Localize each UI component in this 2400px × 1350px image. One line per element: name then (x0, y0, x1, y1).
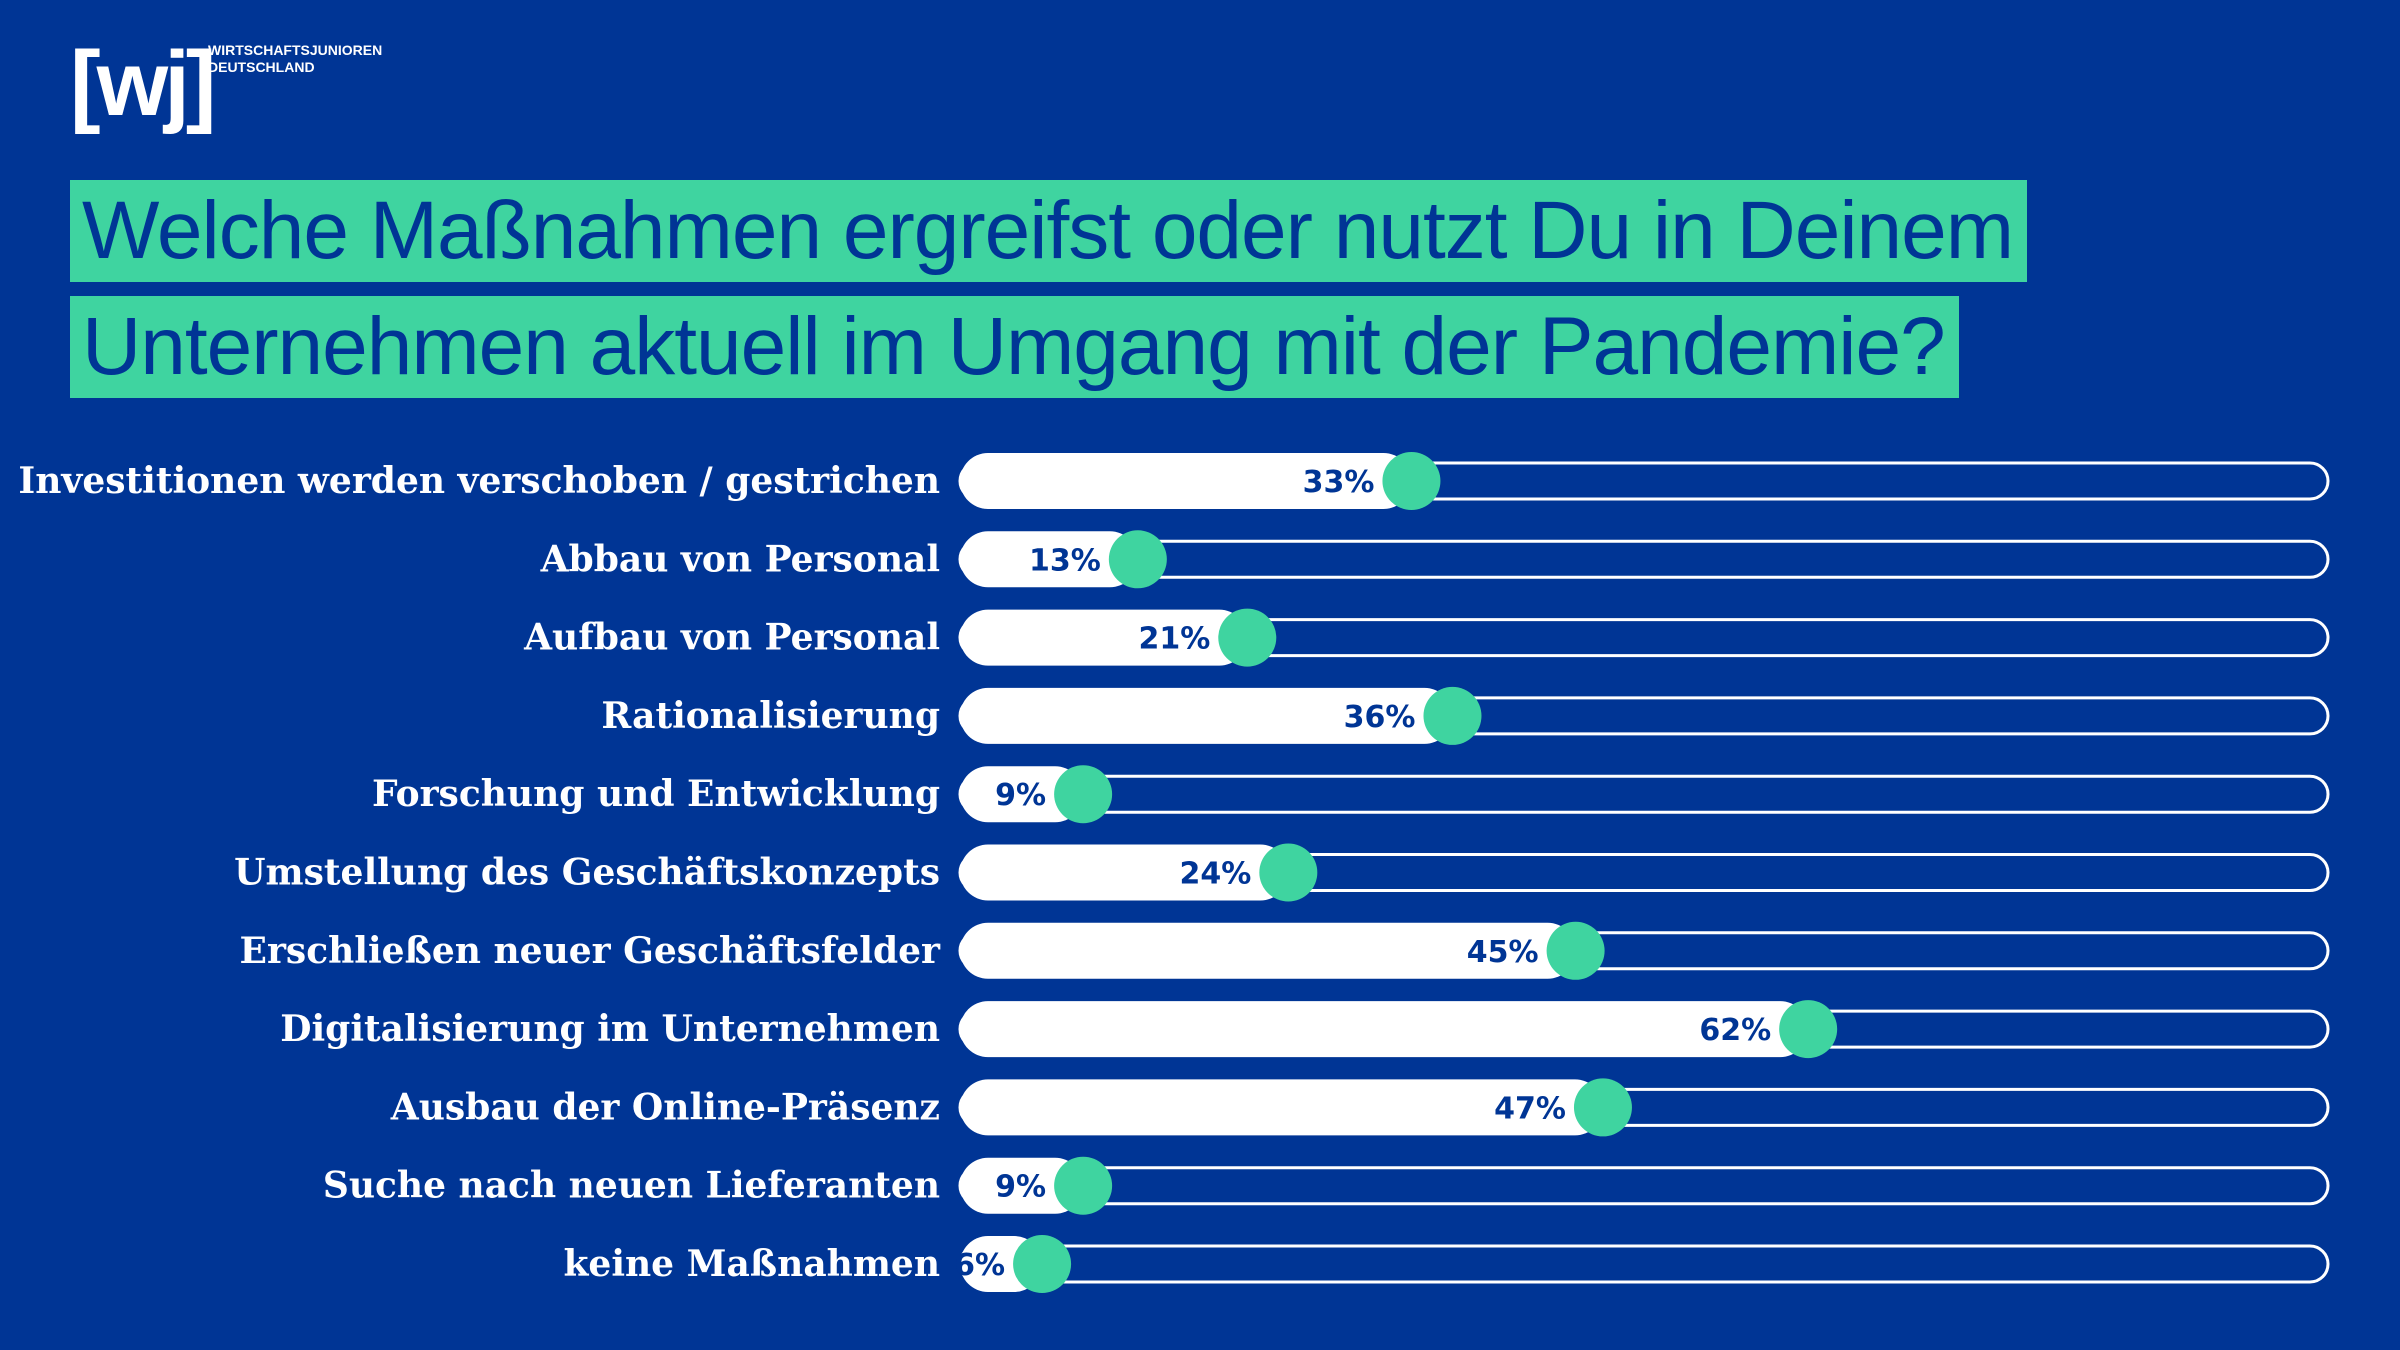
title-line-1: Welche Maßnahmen ergreifst oder nutzt Du… (70, 180, 2028, 282)
category-label: Forschung und Entwicklung (372, 773, 940, 815)
category-label: Investitionen werden verschoben / gestri… (18, 460, 940, 502)
bar-track (958, 774, 2330, 814)
bar-knob (1054, 1156, 1113, 1215)
bar-knob (1423, 686, 1482, 745)
value-label: 45% (1467, 935, 1539, 970)
bar-knob (1546, 921, 1605, 980)
bar-knob (1382, 452, 1441, 510)
page-title: Welche Maßnahmen ergreifst oder nutzt Du… (70, 180, 2028, 412)
wj-logo-mark: [wj] (70, 33, 216, 135)
value-label: 33% (1303, 465, 1375, 500)
bar-knob (1013, 1235, 1072, 1293)
category-label: Ausbau der Online-Präsenz (390, 1086, 940, 1128)
value-label: 24% (1180, 857, 1252, 892)
bar (960, 1157, 1084, 1214)
bar (960, 1079, 1603, 1136)
category-label: Rationalisierung (601, 695, 940, 737)
bar-knob (1573, 1078, 1632, 1137)
title-line-2: Unternehmen aktuell im Umgang mit der Pa… (70, 296, 1959, 398)
logo: [wj] WIRTSCHAFTSJUNIOREN DEUTSCHLAND (70, 38, 382, 130)
bar-knob (1218, 608, 1277, 667)
bar (960, 1001, 1809, 1058)
bar (960, 922, 1576, 979)
value-label: 47% (1494, 1091, 1566, 1126)
bar (960, 766, 1084, 823)
value-label: 62% (1699, 1013, 1771, 1048)
bar-track (958, 1244, 2330, 1284)
bar-knob (1108, 530, 1167, 589)
bar (960, 844, 1289, 901)
category-label: keine Maßnahmen (563, 1243, 940, 1285)
bar-track (958, 1166, 2330, 1206)
bar (960, 687, 1453, 744)
value-label: 9% (995, 1170, 1046, 1205)
logo-text: WIRTSCHAFTSJUNIOREN DEUTSCHLAND (208, 42, 382, 76)
logo-text-line2: DEUTSCHLAND (208, 59, 315, 75)
bar-knob (1259, 843, 1318, 902)
category-label: Suche nach neuen Lieferanten (323, 1165, 940, 1207)
category-label: Abbau von Personal (540, 538, 940, 580)
category-label: Umstellung des Geschäftskonzepts (234, 852, 940, 894)
value-label: 6% (954, 1248, 1005, 1283)
value-label: 36% (1344, 700, 1416, 735)
bar (960, 609, 1248, 666)
logo-text-line1: WIRTSCHAFTSJUNIOREN (208, 42, 383, 58)
value-label: 21% (1138, 622, 1210, 657)
category-label: Digitalisierung im Unternehmen (280, 1008, 940, 1050)
bar-knob (1779, 1000, 1838, 1059)
category-label: Erschließen neuer Geschäftsfelder (240, 930, 942, 972)
category-label: Aufbau von Personal (523, 617, 940, 659)
bar-knob (1054, 765, 1113, 824)
bar (960, 453, 1412, 509)
value-label: 13% (1029, 543, 1101, 578)
bar (960, 531, 1138, 588)
value-label: 9% (995, 778, 1046, 813)
